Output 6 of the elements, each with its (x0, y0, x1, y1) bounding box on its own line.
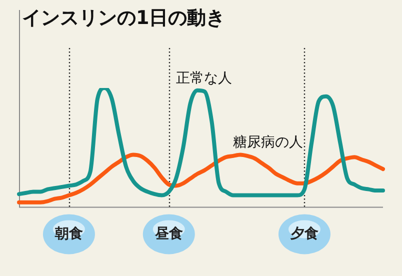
x-tick-label: 夕食 (289, 226, 318, 242)
x-tick-label: 昼食 (154, 226, 183, 242)
series-label: 糖尿病の人 (233, 134, 304, 151)
chart-title: インスリンの1日の動き (22, 6, 226, 31)
x-tick-label: 朝食 (54, 226, 83, 242)
series-label: 正常な人 (176, 70, 232, 86)
